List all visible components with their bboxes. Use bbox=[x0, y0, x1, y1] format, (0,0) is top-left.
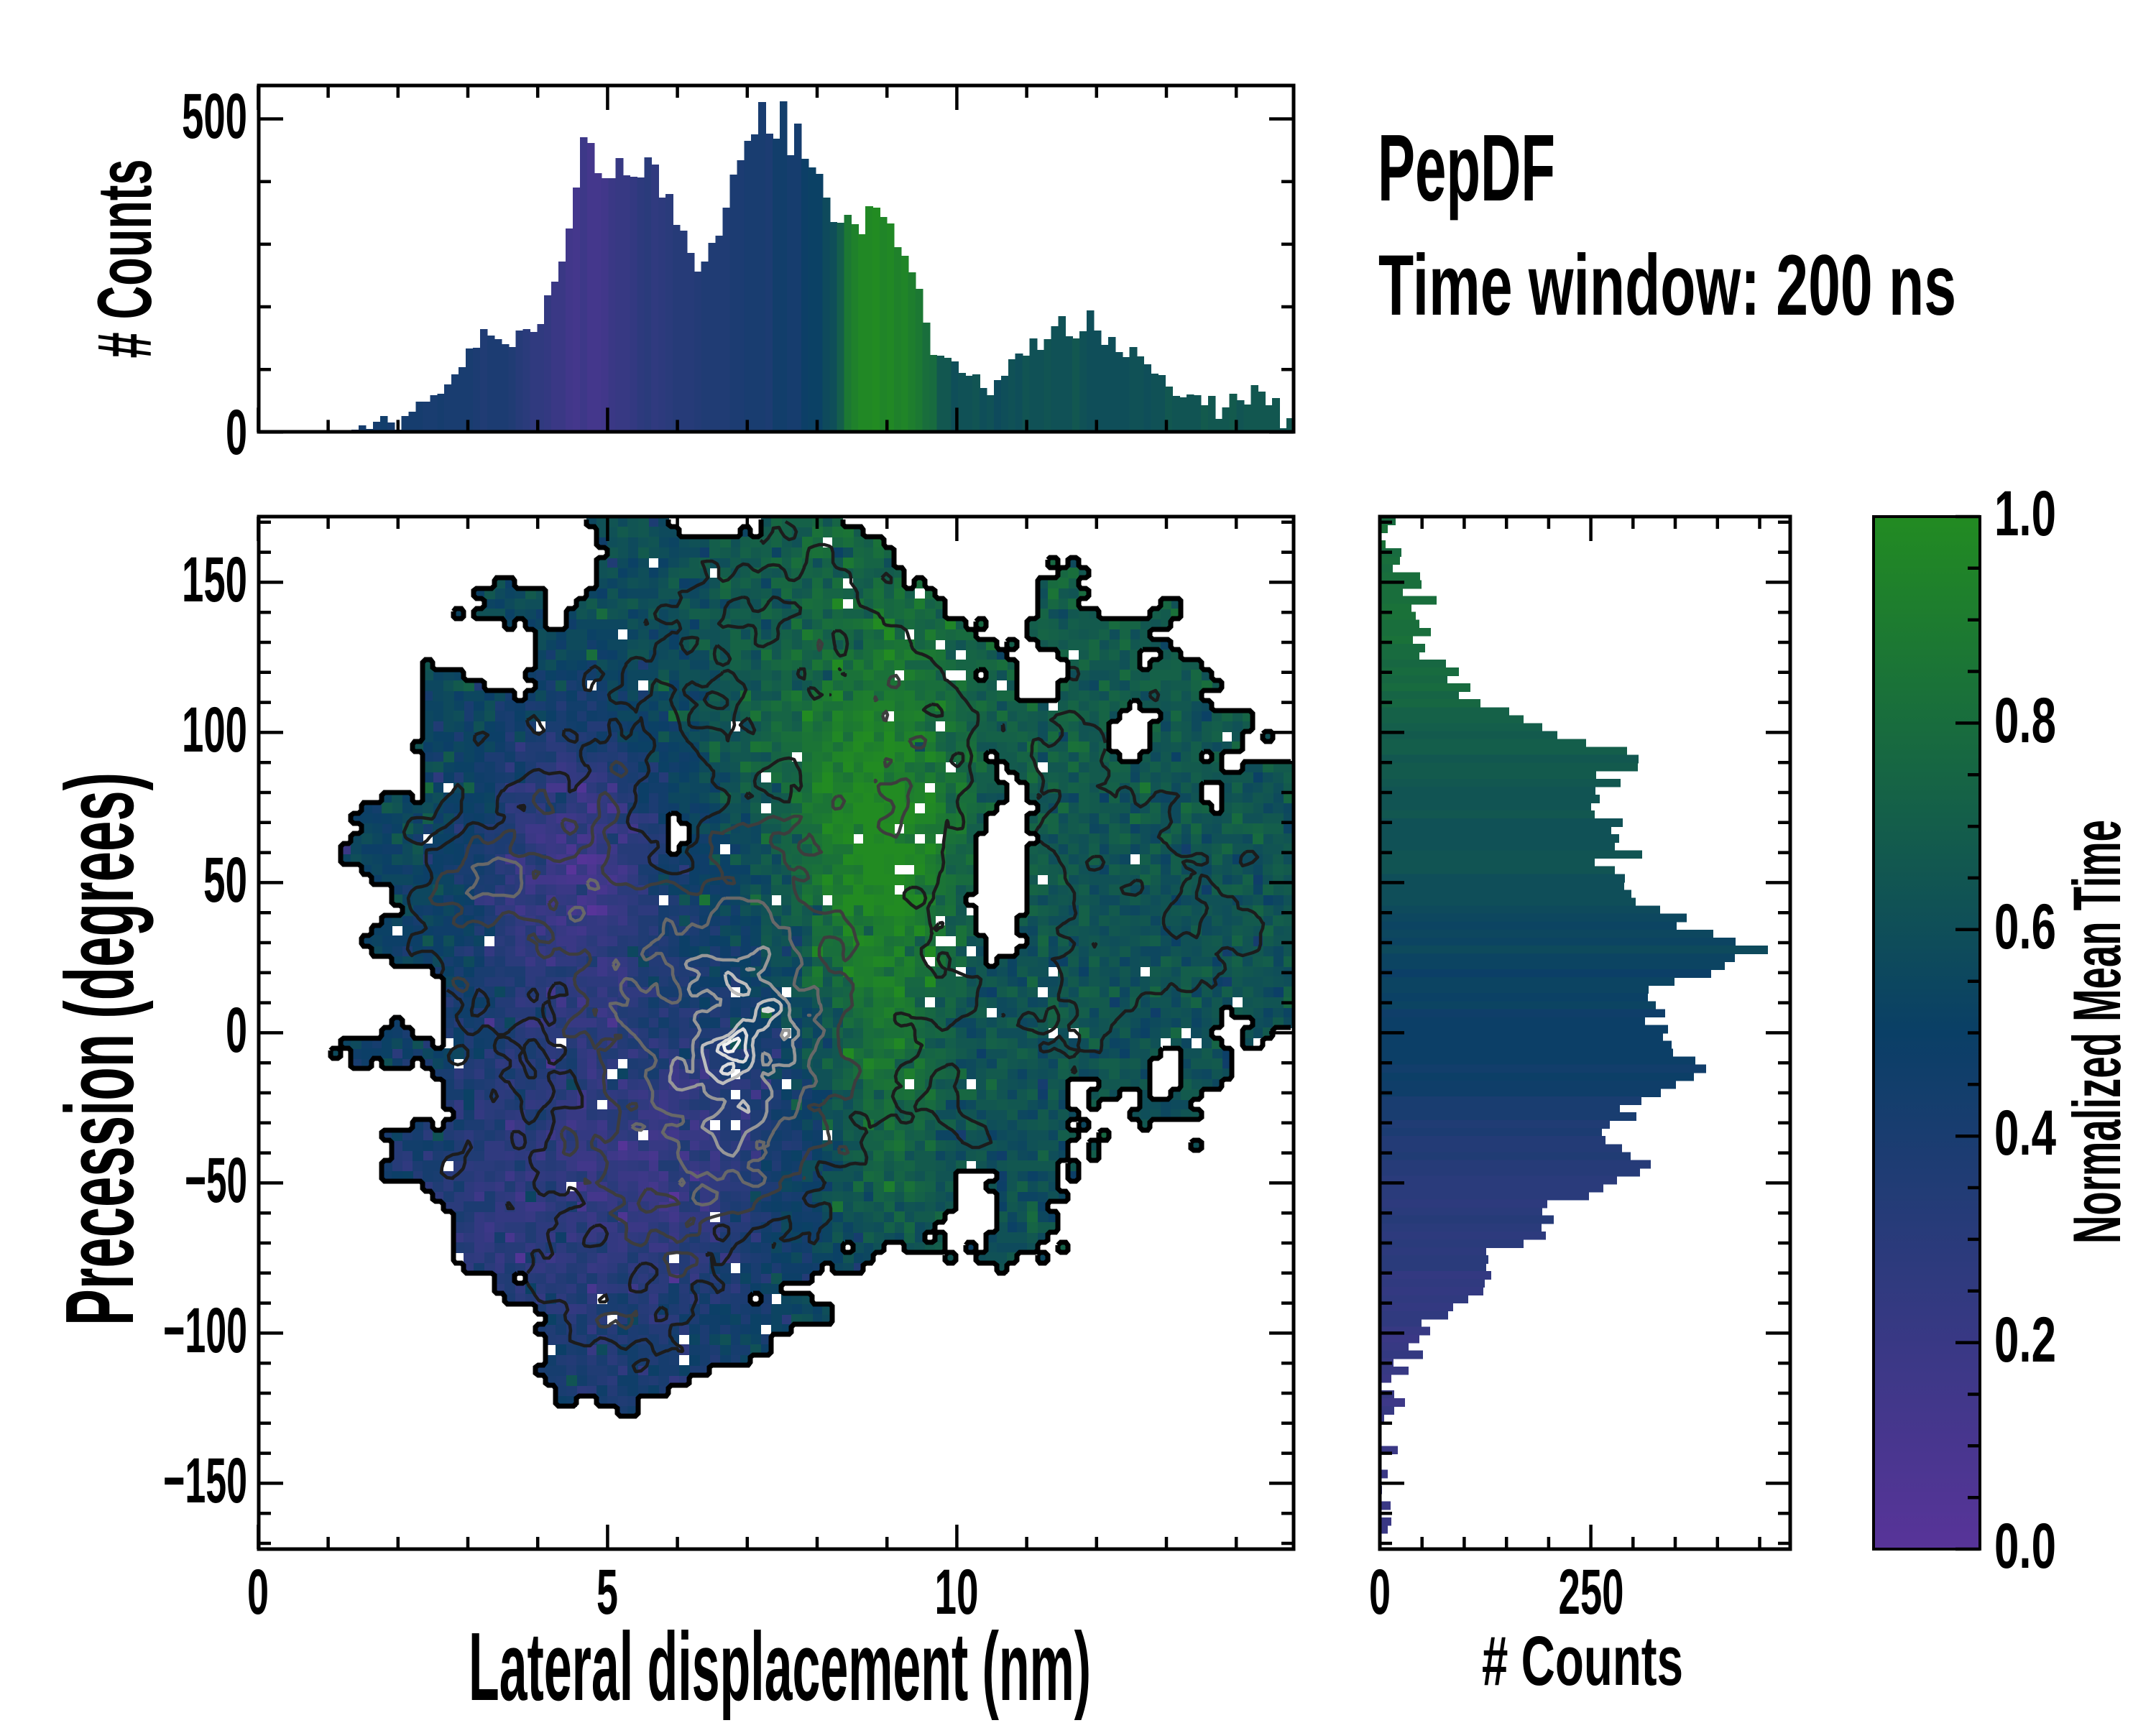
svg-text:Time window: 200 ns: Time window: 200 ns bbox=[1378, 237, 1956, 333]
svg-text:500: 500 bbox=[182, 80, 247, 152]
svg-text:0.8: 0.8 bbox=[1994, 684, 2056, 756]
svg-text:−50: −50 bbox=[185, 1144, 247, 1216]
svg-text:10: 10 bbox=[935, 1556, 979, 1627]
svg-text:50: 50 bbox=[203, 844, 247, 915]
svg-text:100: 100 bbox=[182, 693, 247, 765]
svg-text:1.0: 1.0 bbox=[1994, 477, 2056, 549]
svg-text:150: 150 bbox=[182, 543, 247, 615]
svg-text:5: 5 bbox=[596, 1556, 618, 1627]
svg-text:0: 0 bbox=[247, 1556, 269, 1627]
svg-text:0.6: 0.6 bbox=[1994, 890, 2056, 962]
svg-text:250: 250 bbox=[1559, 1556, 1624, 1627]
svg-text:Lateral displacement (nm): Lateral displacement (nm) bbox=[469, 1612, 1091, 1721]
svg-text:Precession (degrees): Precession (degrees) bbox=[45, 772, 154, 1326]
svg-text:Normalized Mean Time: Normalized Mean Time bbox=[2059, 820, 2134, 1244]
svg-text:0: 0 bbox=[1369, 1556, 1391, 1627]
svg-text:0.2: 0.2 bbox=[1994, 1303, 2056, 1375]
svg-text:0.4: 0.4 bbox=[1994, 1096, 2056, 1168]
svg-text:0: 0 bbox=[226, 396, 247, 468]
svg-text:−100: −100 bbox=[163, 1294, 247, 1366]
svg-text:# Counts: # Counts bbox=[81, 160, 167, 359]
svg-text:# Counts: # Counts bbox=[1482, 1622, 1683, 1700]
svg-text:0.0: 0.0 bbox=[1994, 1510, 2056, 1581]
svg-text:PepDF: PepDF bbox=[1378, 115, 1555, 221]
svg-text:0: 0 bbox=[226, 994, 247, 1066]
svg-text:−150: −150 bbox=[163, 1444, 247, 1516]
